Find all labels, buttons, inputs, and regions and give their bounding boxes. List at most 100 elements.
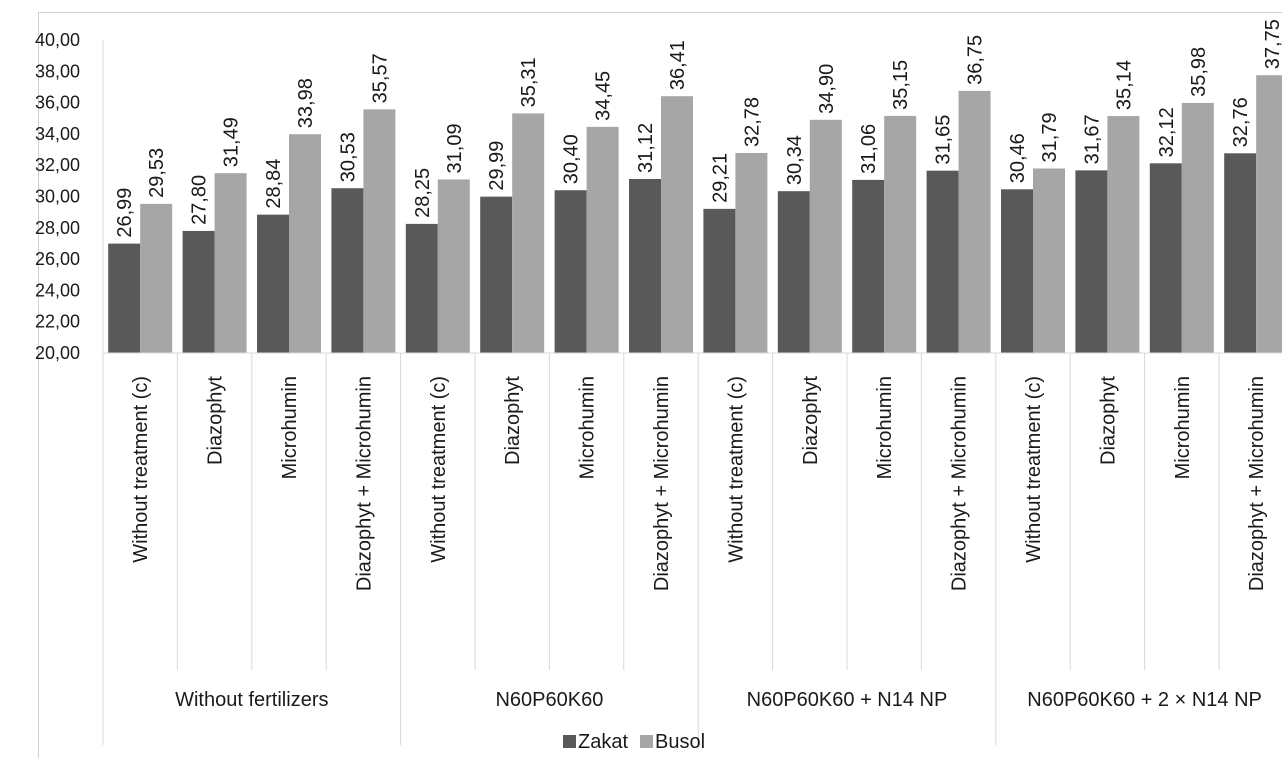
data-label: 31,06 xyxy=(858,124,880,174)
bar-busol xyxy=(1107,116,1140,354)
bar-busol xyxy=(958,90,991,354)
legend-swatch xyxy=(563,735,576,748)
bar-zakat xyxy=(1224,153,1257,353)
y-tick-label: 36,00 xyxy=(35,93,80,113)
data-label: 31,09 xyxy=(444,123,466,173)
data-label: 32,76 xyxy=(1230,97,1252,147)
legend-label: Busol xyxy=(655,731,705,753)
data-label: 32,12 xyxy=(1156,107,1178,157)
data-label: 33,98 xyxy=(295,78,317,128)
data-label: 28,84 xyxy=(263,159,285,209)
data-label: 30,46 xyxy=(1007,133,1029,183)
x-axis: Without treatment (c) Diazophyt Microhumin… xyxy=(102,352,1282,745)
data-label: 36,41 xyxy=(667,40,689,90)
x-tick-label: Microhumin xyxy=(577,376,599,479)
bar-zakat xyxy=(926,170,959,353)
group-label: N60P60K60 xyxy=(495,689,603,711)
bar-busol xyxy=(214,173,247,353)
y-tick-label: 30,00 xyxy=(35,187,80,207)
data-label: 35,14 xyxy=(1113,60,1135,110)
bar-zakat xyxy=(703,208,736,353)
bar-busol xyxy=(1256,75,1282,354)
data-label: 34,90 xyxy=(816,64,838,114)
data-label: 29,99 xyxy=(486,141,508,191)
bar-zakat xyxy=(331,188,364,353)
group-label: Without fertilizers xyxy=(175,689,328,711)
y-axis: 20,00 22,00 24,00 26,00 28,00 30,00 32,00 34,00… xyxy=(35,30,104,363)
x-tick-label: Without treatment (c) xyxy=(130,376,152,563)
bar-zakat xyxy=(182,230,215,353)
data-label: 37,75 xyxy=(1262,19,1282,69)
bar-zakat xyxy=(108,243,141,353)
bar-busol xyxy=(661,96,693,353)
bar-zakat xyxy=(629,178,661,353)
legend-label: Zakat xyxy=(578,731,628,753)
y-tick-label: 32,00 xyxy=(35,155,80,175)
data-label: 31,65 xyxy=(933,115,955,165)
bar-busol xyxy=(512,113,545,353)
bar-zakat xyxy=(554,190,587,353)
legend-swatch xyxy=(640,735,654,748)
bar-zakat xyxy=(1149,163,1182,353)
bar-busol xyxy=(1181,102,1214,354)
data-label: 29,53 xyxy=(146,148,168,198)
data-label: 31,79 xyxy=(1039,112,1061,162)
y-tick-label: 40,00 xyxy=(35,30,80,50)
data-label: 27,80 xyxy=(189,175,211,225)
data-label: 35,98 xyxy=(1188,47,1210,97)
x-tick-label: Diazophyt xyxy=(800,376,822,465)
legend: Zakat Busol xyxy=(563,731,705,753)
bar-zakat xyxy=(480,196,513,353)
data-label: 29,21 xyxy=(709,153,731,203)
y-tick-label: 38,00 xyxy=(35,61,80,81)
bar-zakat xyxy=(777,191,810,353)
bar-busol xyxy=(735,152,768,353)
bar-busol xyxy=(586,126,619,353)
group-label: N60P60K60 + N14 NP xyxy=(747,689,948,711)
bar-zakat xyxy=(1001,189,1033,353)
bar-busol xyxy=(809,119,842,353)
x-tick-label: Diazophyt xyxy=(1097,376,1119,465)
data-label: 35,15 xyxy=(890,60,912,110)
bar-busol xyxy=(884,115,917,353)
bar-zakat xyxy=(257,214,289,353)
plot-area xyxy=(108,75,1282,354)
data-label: 30,34 xyxy=(784,135,806,185)
chart-border xyxy=(38,12,1282,758)
bar-busol xyxy=(289,134,321,353)
x-tick-label: Diazophyt + Microhumin xyxy=(949,376,971,591)
y-tick-label: 34,00 xyxy=(35,124,80,144)
bar-zakat xyxy=(1075,170,1108,353)
data-label: 31,12 xyxy=(635,123,657,173)
data-label: 35,31 xyxy=(518,57,540,107)
data-label: 32,78 xyxy=(741,97,763,147)
data-label: 28,25 xyxy=(412,168,434,218)
data-label: 36,75 xyxy=(965,35,987,85)
x-tick-label: Without treatment (c) xyxy=(1023,376,1045,563)
bar-zakat xyxy=(852,179,885,353)
y-tick-label: 26,00 xyxy=(35,249,80,269)
x-tick-label: Microhumin xyxy=(279,376,301,479)
data-label: 30,40 xyxy=(561,134,583,184)
bar-busol xyxy=(437,179,470,353)
data-label: 30,53 xyxy=(337,132,359,182)
data-label: 31,49 xyxy=(221,117,243,167)
bar-busol xyxy=(1033,168,1065,353)
y-tick-label: 24,00 xyxy=(35,280,80,300)
x-tick-label: Microhumin xyxy=(1172,376,1194,479)
data-label: 34,45 xyxy=(593,71,615,121)
x-tick-label: Diazophyt + Microhumin xyxy=(1246,376,1268,591)
x-tick-label: Diazophyt + Microhumin xyxy=(353,376,375,591)
x-tick-label: Microhumin xyxy=(874,376,896,479)
data-label: 31,67 xyxy=(1081,114,1103,164)
y-tick-label: 22,00 xyxy=(35,312,80,332)
bar-busol xyxy=(363,109,396,353)
x-tick-label: Diazophyt xyxy=(502,376,524,465)
x-tick-label: Without treatment (c) xyxy=(428,376,450,563)
bar-zakat xyxy=(405,223,438,353)
x-tick-label: Diazophyt + Microhumin xyxy=(651,376,673,591)
x-tick-label: Without treatment (c) xyxy=(725,376,747,563)
x-tick-label: Diazophyt xyxy=(205,376,227,465)
y-tick-label: 20,00 xyxy=(35,343,80,363)
